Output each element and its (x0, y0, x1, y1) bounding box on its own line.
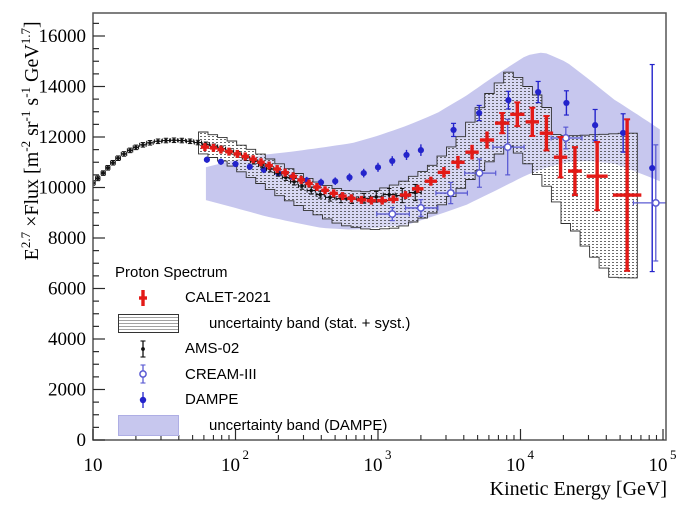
y-tick-label: 12000 (39, 127, 87, 148)
legend-label: AMS-02 (185, 340, 240, 358)
x-tick-exponent: 3 (385, 447, 392, 462)
y-axis-title-segment: s (20, 97, 43, 111)
axis-ticks (92, 22, 664, 441)
legend-label: uncertainty band (DAMPE) (209, 416, 388, 434)
plot-frame (92, 12, 667, 441)
x-axis-title: Kinetic Energy [GeV] (489, 478, 667, 500)
legend-entry-cream: CREAM-III (112, 362, 442, 388)
y-axis-title-segment: E (20, 248, 43, 261)
x-tick-label: 10 (84, 455, 103, 476)
legend-entry-calet: CALET-2021 (112, 285, 442, 311)
y-axis-title-segment: -1 (18, 86, 34, 98)
y-tick-label: 0 (77, 430, 87, 451)
legend-label: CALET-2021 (185, 289, 271, 307)
y-tick-label: 8000 (48, 228, 86, 249)
x-tick-exponent: 2 (243, 447, 250, 462)
x-tick-label: 10 (364, 455, 383, 476)
legend-title: Proton Spectrum (115, 264, 228, 281)
y-tick-label: 14000 (39, 77, 87, 98)
y-tick-label: 2000 (48, 380, 86, 401)
x-tick-label: 10 (221, 455, 240, 476)
hatched-band-swatch (118, 313, 179, 333)
series-cream (376, 118, 666, 262)
y-axis-title-segment: 2.7 (18, 231, 34, 249)
y-axis-title-segment: -2 (18, 140, 34, 152)
y-axis-title: E2.7 ×Flux [m-2 sr-1 s-1 GeV1.7] (18, 0, 44, 282)
cream-marker-icon (112, 364, 174, 384)
calet-uncertainty-band (198, 71, 638, 279)
y-tick-label: 6000 (48, 279, 86, 300)
axis-tick-labels: 0 2000 4000 6000 8000 10000 12000 14000 16000 10 1… (39, 26, 677, 476)
solid-band-swatch (118, 414, 179, 436)
y-axis-title-segment: 1.7 (18, 27, 34, 45)
x-tick-label: 10 (506, 455, 525, 476)
legend: Proton Spectrum CALET-2021 uncertainty b… (112, 261, 442, 438)
x-tick-exponent: 5 (670, 447, 677, 462)
legend-entry-ams: AMS-02 (112, 336, 442, 362)
legend-label: CREAM-III (185, 365, 257, 383)
legend-entry-calet-band: uncertainty band (stat. + syst.) (112, 311, 442, 337)
series-calet (200, 101, 642, 272)
ams-marker-icon (112, 339, 174, 359)
y-tick-label: 16000 (39, 26, 87, 47)
x-tick-label: 10 (649, 455, 668, 476)
y-axis-title-segment: -1 (18, 110, 34, 122)
plot-area (93, 52, 666, 279)
series-dampe (203, 63, 656, 273)
y-axis-title-segment: GeV (20, 44, 43, 87)
calet-marker-icon (112, 288, 174, 308)
y-tick-label: 10000 (39, 178, 87, 199)
legend-label: DAMPE (185, 391, 239, 409)
y-axis-title-segment: ×Flux [m (20, 151, 43, 232)
legend-entry-dampe: DAMPE (112, 387, 442, 413)
y-axis-title-segment: sr (20, 121, 43, 141)
dampe-marker-icon (112, 390, 174, 410)
y-axis-title-segment: ] (20, 21, 43, 28)
legend-entry-dampe-band: uncertainty band (DAMPE) (112, 413, 442, 439)
x-tick-exponent: 4 (528, 447, 535, 462)
y-tick-label: 4000 (48, 329, 86, 350)
legend-label: uncertainty band (stat. + syst.) (209, 314, 411, 332)
